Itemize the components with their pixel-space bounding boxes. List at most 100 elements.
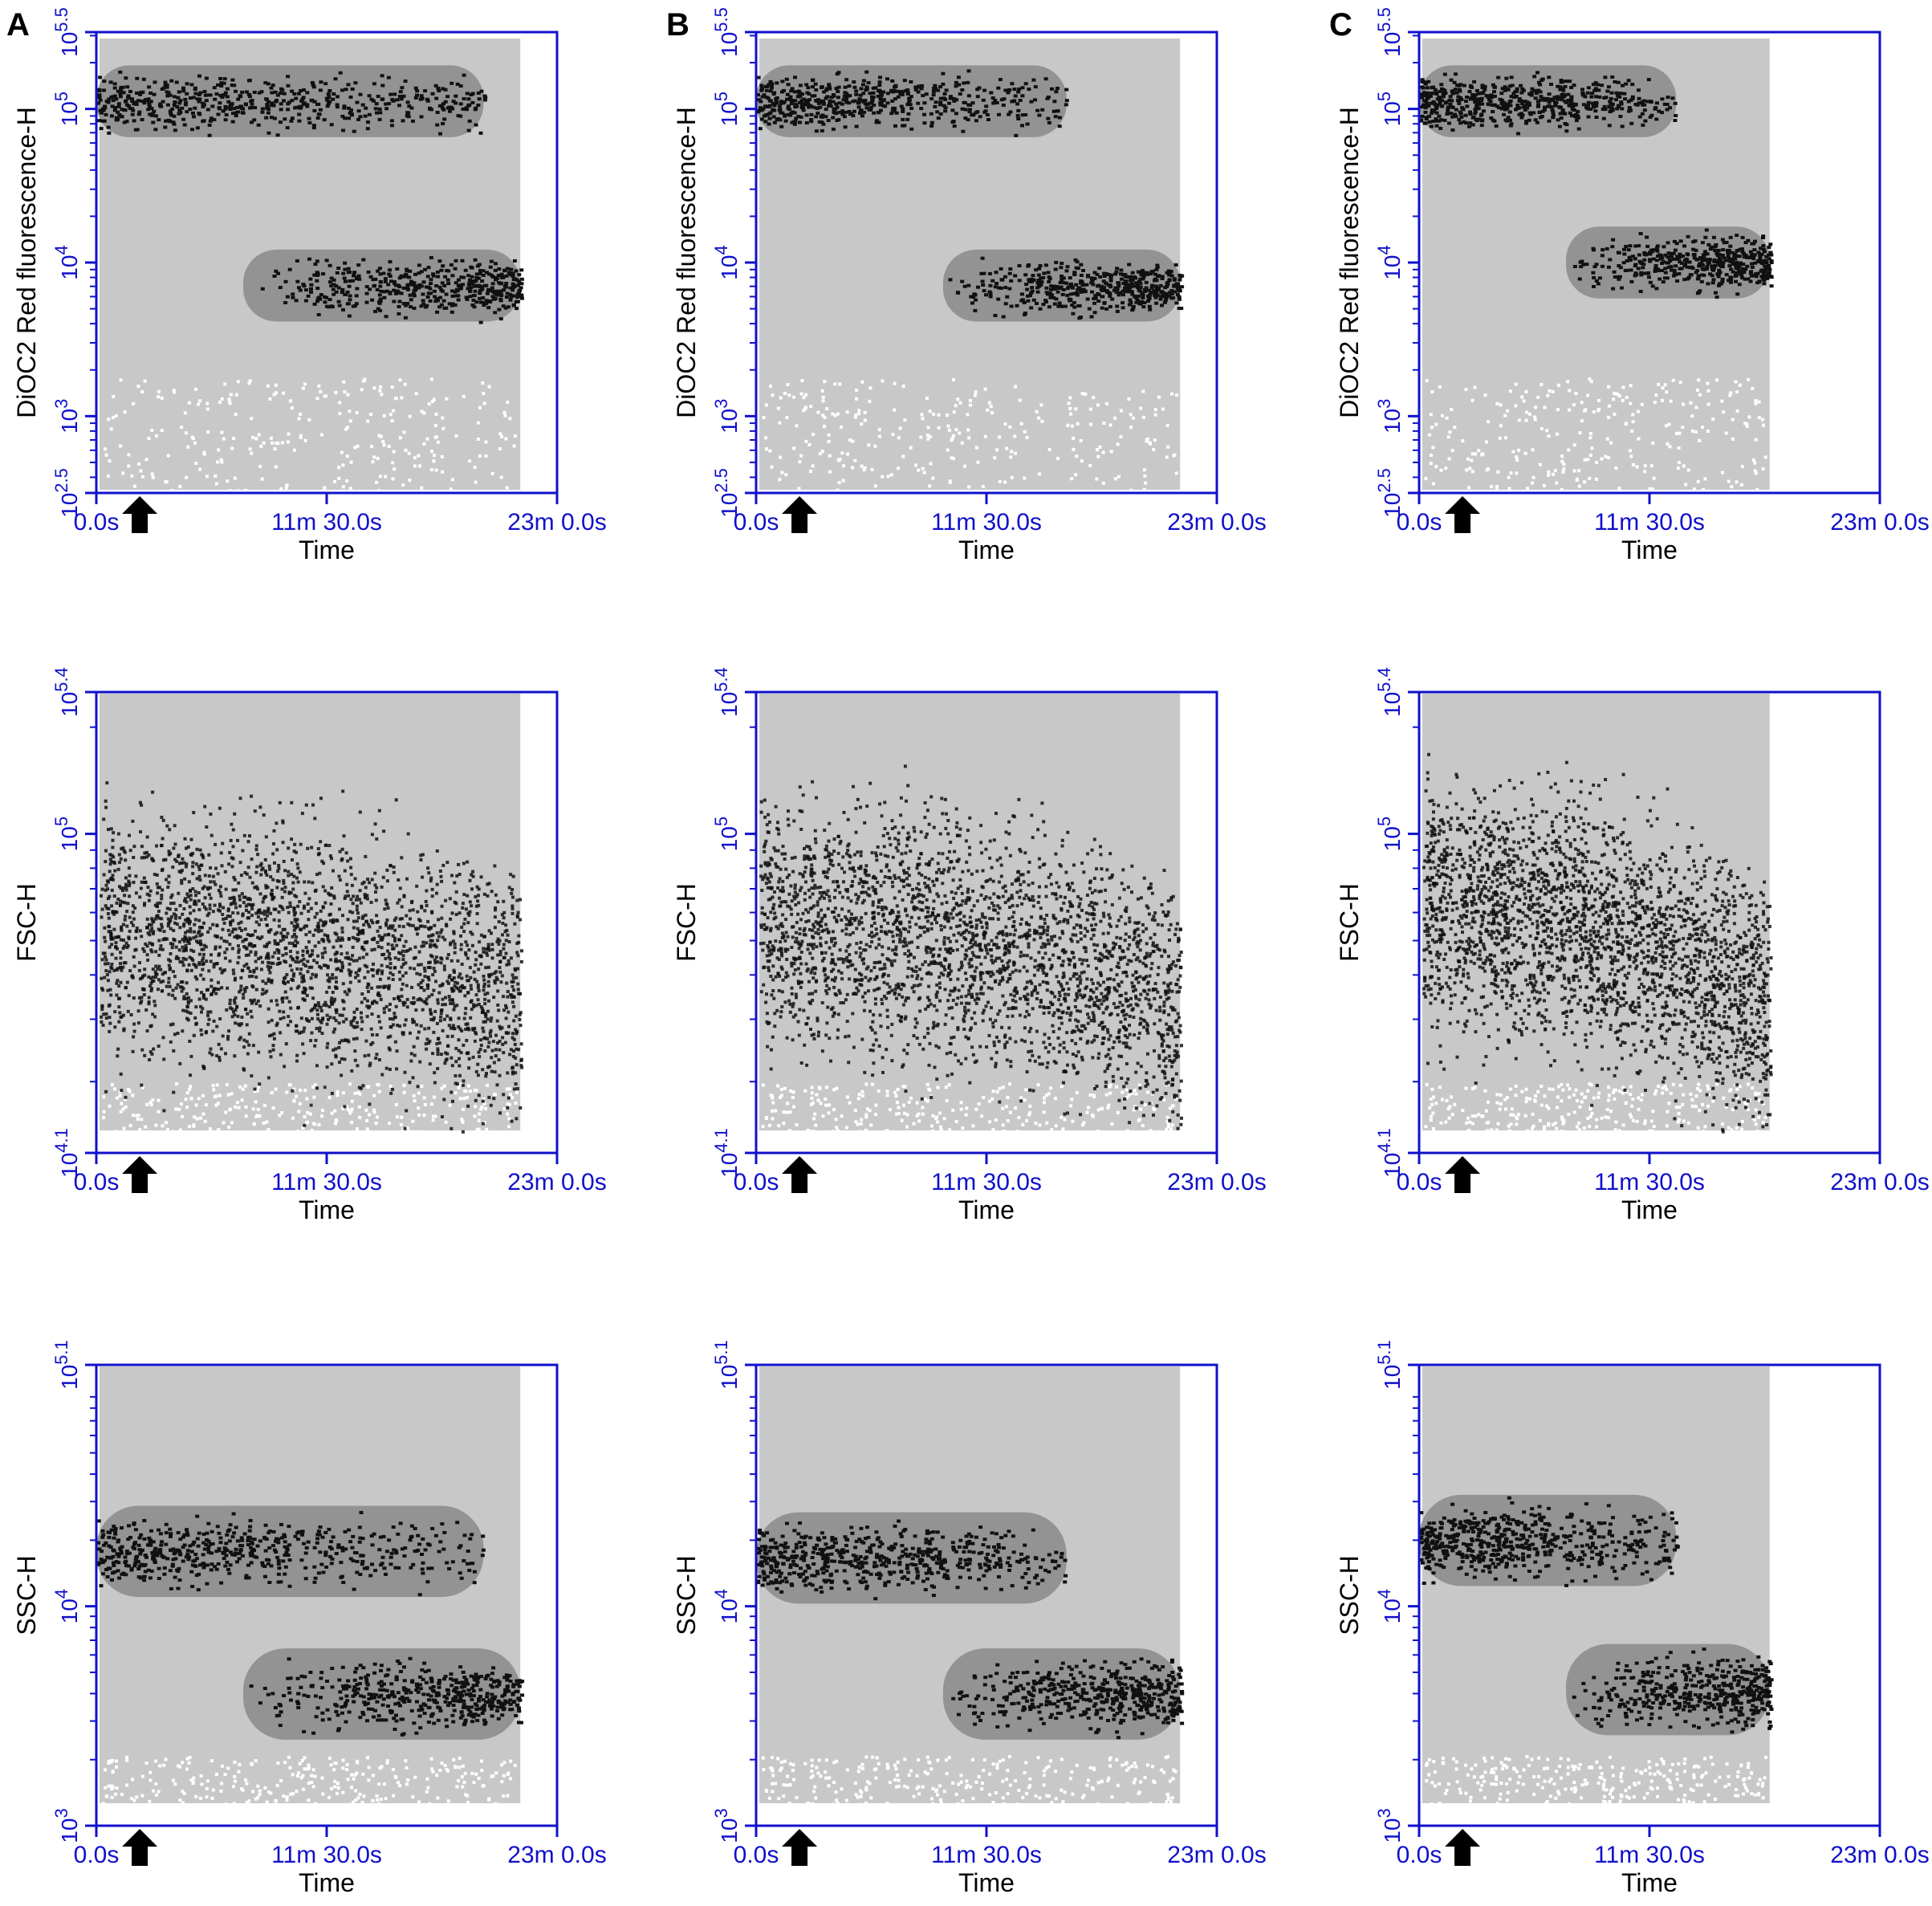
y-tick-label: 104 <box>51 1589 82 1623</box>
x-tick-label: 23m 0.0s <box>1167 509 1266 536</box>
y-axis-label: DiOC2 Red fluorescence-H <box>12 107 41 418</box>
up-arrow-icon <box>782 496 818 533</box>
low-density-speckles <box>761 1755 1178 1806</box>
x-tick-label: 0.0s <box>734 509 779 536</box>
x-tick-label: 11m 30.0s <box>1594 1842 1705 1868</box>
y-tick-label: 105.4 <box>1374 667 1405 717</box>
low-density-speckles <box>762 378 1178 493</box>
y-tick-label: 103 <box>51 399 82 434</box>
panel-letter: C <box>1329 7 1352 43</box>
y-tick-label: 105 <box>51 817 82 851</box>
up-arrow-icon <box>122 496 158 533</box>
x-tick-label: 0.0s <box>1397 1169 1442 1195</box>
chart-panel-a-3: 0.0s 11m 30.0s 23m 0.0s Time 103 104 105.1 SSC-… <box>12 1340 607 1897</box>
y-tick-label: 105.4 <box>711 667 742 717</box>
up-arrow-icon <box>1445 1829 1481 1866</box>
density-population <box>1566 226 1774 299</box>
x-tick-label: 11m 30.0s <box>931 509 1042 536</box>
y-tick-label: 103 <box>1374 399 1405 434</box>
x-tick-label: 0.0s <box>1397 509 1442 536</box>
density-background <box>759 694 1181 1130</box>
x-tick-label: 0.0s <box>74 1842 120 1868</box>
density-population <box>100 781 524 1134</box>
y-tick-label: 105.5 <box>51 7 82 57</box>
low-density-speckles <box>101 1755 517 1806</box>
x-tick-label: 23m 0.0s <box>507 509 606 536</box>
x-axis-label: Time <box>958 1868 1015 1897</box>
density-population <box>96 1505 486 1598</box>
y-axis-label: FSC-H <box>1335 883 1364 962</box>
y-axis-label: FSC-H <box>672 883 701 962</box>
x-tick-label: 11m 30.0s <box>1594 509 1705 536</box>
y-tick-label: 104.1 <box>711 1128 742 1178</box>
y-tick-label: 105 <box>1374 92 1405 126</box>
y-axis-label: DiOC2 Red fluorescence-H <box>1335 107 1364 418</box>
x-tick-label: 11m 30.0s <box>271 1842 382 1868</box>
density-population <box>1419 65 1678 137</box>
x-tick-label: 23m 0.0s <box>1167 1169 1266 1195</box>
low-density-speckles <box>104 377 517 493</box>
x-tick-label: 0.0s <box>74 509 120 536</box>
up-arrow-icon <box>122 1829 158 1866</box>
x-tick-label: 23m 0.0s <box>1830 509 1929 536</box>
chart-panel-b-1: 0.0s 11m 30.0s 23m 0.0s Time 102.5 103 104 105 1… <box>666 7 1267 564</box>
density-population <box>1422 752 1773 1134</box>
density-population <box>96 65 488 137</box>
x-tick-label: 11m 30.0s <box>271 1169 382 1195</box>
low-density-speckles <box>1425 1755 1767 1806</box>
y-tick-label: 105.1 <box>1374 1340 1405 1390</box>
x-axis-label: Time <box>299 1868 355 1897</box>
x-tick-label: 23m 0.0s <box>1167 1842 1266 1868</box>
y-tick-label: 105.1 <box>51 1340 82 1390</box>
y-tick-label: 102.5 <box>711 468 742 518</box>
y-axis-label: FSC-H <box>12 883 41 962</box>
x-tick-label: 11m 30.0s <box>931 1169 1042 1195</box>
x-axis-label: Time <box>1621 536 1678 564</box>
y-tick-label: 105 <box>711 817 742 851</box>
chart-panel-a-2: 0.0s 11m 30.0s 23m 0.0s Time 104.1 105 105.4 FS… <box>12 667 607 1224</box>
x-tick-label: 23m 0.0s <box>507 1842 606 1868</box>
y-axis-label: SSC-H <box>1335 1555 1364 1635</box>
chart-panel-c-1: 0.0s 11m 30.0s 23m 0.0s Time 102.5 103 104 105 1… <box>1329 7 1930 564</box>
chart-panel-c-2: 0.0s 11m 30.0s 23m 0.0s Time 104.1 105 105.4 FS… <box>1335 667 1930 1224</box>
density-population <box>756 1512 1068 1604</box>
y-tick-label: 102.5 <box>51 468 82 518</box>
x-axis-label: Time <box>958 536 1015 564</box>
x-axis-label: Time <box>1621 1868 1678 1897</box>
up-arrow-icon <box>782 1156 818 1193</box>
y-tick-label: 103 <box>711 399 742 434</box>
y-tick-label: 105.4 <box>51 667 82 717</box>
x-axis-label: Time <box>299 536 355 564</box>
x-axis-label: Time <box>958 1195 1015 1224</box>
y-tick-label: 102.5 <box>1374 468 1405 518</box>
density-population <box>942 1648 1185 1740</box>
y-tick-label: 103 <box>711 1808 742 1843</box>
up-arrow-icon <box>782 1829 818 1866</box>
density-population <box>243 1648 525 1740</box>
x-tick-label: 11m 30.0s <box>931 1842 1042 1868</box>
x-tick-label: 0.0s <box>734 1169 779 1195</box>
up-arrow-icon <box>1445 496 1481 533</box>
chart-panel-a-1: 0.0s 11m 30.0s 23m 0.0s Time 102.5 103 104 105 1… <box>6 7 607 564</box>
density-population <box>756 65 1069 137</box>
x-axis-label: Time <box>299 1195 355 1224</box>
up-arrow-icon <box>122 1156 158 1193</box>
panel-letter: B <box>666 7 689 43</box>
y-tick-label: 105.5 <box>711 7 742 57</box>
density-population <box>243 249 524 324</box>
x-tick-label: 23m 0.0s <box>507 1169 606 1195</box>
density-population <box>942 249 1185 322</box>
x-tick-label: 0.0s <box>734 1842 779 1868</box>
y-tick-label: 105.1 <box>711 1340 742 1390</box>
low-density-speckles <box>761 1082 1178 1134</box>
chart-panel-b-3: 0.0s 11m 30.0s 23m 0.0s Time 103 104 105.1 SSC-… <box>672 1340 1267 1897</box>
x-axis-label: Time <box>1621 1195 1678 1224</box>
density-population <box>1419 1494 1680 1587</box>
y-tick-label: 104 <box>1374 1589 1405 1623</box>
panel-letter: A <box>6 7 30 43</box>
y-tick-label: 104.1 <box>51 1128 82 1178</box>
y-tick-label: 104 <box>51 245 82 279</box>
y-tick-label: 105.5 <box>1374 7 1405 57</box>
y-axis-label: SSC-H <box>12 1555 41 1635</box>
